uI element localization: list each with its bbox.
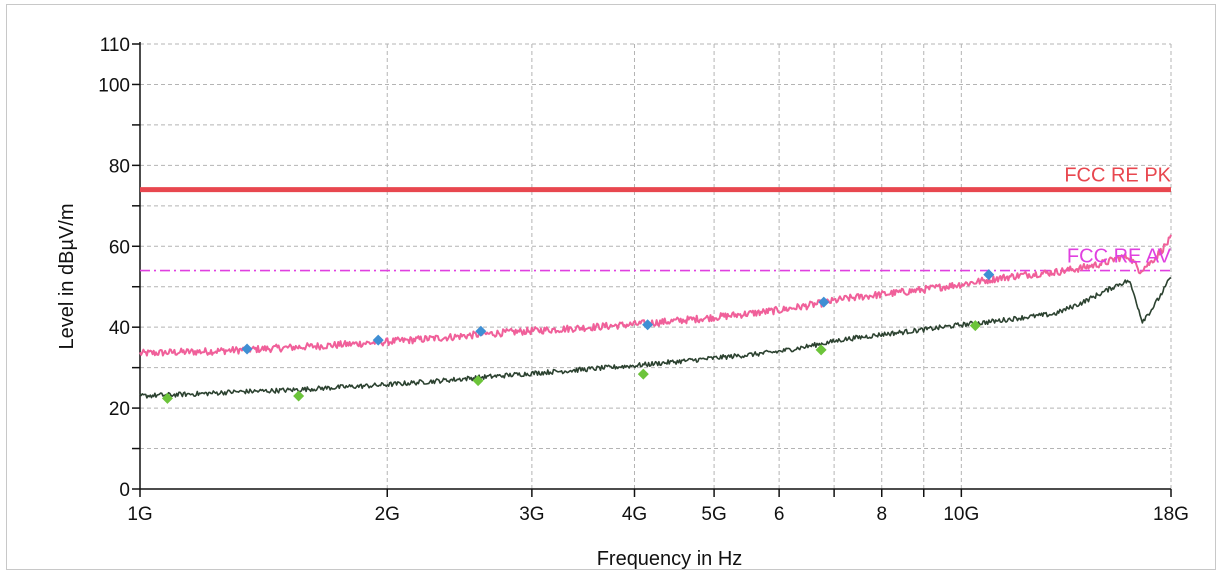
- labels: 0 20 40 60 80 100 110 1G 2G 3G 4G 5G 6 8 10G 18G FCC RE …: [98, 35, 1189, 525]
- limit-label: FCC RE PK: [1064, 165, 1171, 187]
- average-marker: [293, 390, 305, 402]
- traces: [139, 234, 1172, 399]
- average-marker: [472, 375, 484, 387]
- limit-lines: [140, 187, 1171, 272]
- peak-marker: [241, 343, 253, 355]
- peak-marker: [818, 296, 830, 308]
- average-marker: [161, 392, 173, 404]
- x-tick-label: 1G: [127, 504, 152, 525]
- average-trace: [139, 277, 1172, 399]
- y-tick-label: 100: [98, 75, 130, 96]
- average-marker: [637, 368, 649, 380]
- peak-marker: [372, 334, 384, 346]
- y-tick-label: 0: [119, 480, 130, 501]
- x-tick-label: 5G: [701, 504, 726, 525]
- y-tick-label: 110: [100, 35, 130, 56]
- peak-marker: [983, 269, 995, 281]
- limit-label: FCC RE AV: [1067, 246, 1172, 268]
- x-tick-label: 4G: [622, 504, 647, 525]
- y-axis-title: Level in dBµV/m: [56, 203, 78, 349]
- peak-marker: [642, 319, 654, 331]
- x-tick-label: 10G: [943, 504, 979, 525]
- x-tick-label: 6: [774, 504, 785, 525]
- x-tick-label: 2G: [375, 504, 400, 525]
- x-tick-label: 8: [876, 504, 887, 525]
- x-tick-label: 3G: [519, 504, 544, 525]
- peak-marker: [475, 325, 487, 337]
- y-tick-label: 60: [109, 237, 130, 258]
- peak-trace: [139, 234, 1172, 357]
- y-tick-label: 20: [109, 399, 130, 420]
- y-tick-label: 40: [109, 318, 130, 339]
- average-marker: [969, 320, 981, 332]
- average-marker: [815, 344, 827, 356]
- axes: [132, 42, 1172, 497]
- markers: [161, 269, 995, 404]
- x-tick-label: 18G: [1153, 504, 1189, 525]
- y-tick-label: 80: [109, 156, 130, 177]
- grid: [140, 43, 1172, 489]
- x-axis-title: Frequency in Hz: [597, 548, 743, 570]
